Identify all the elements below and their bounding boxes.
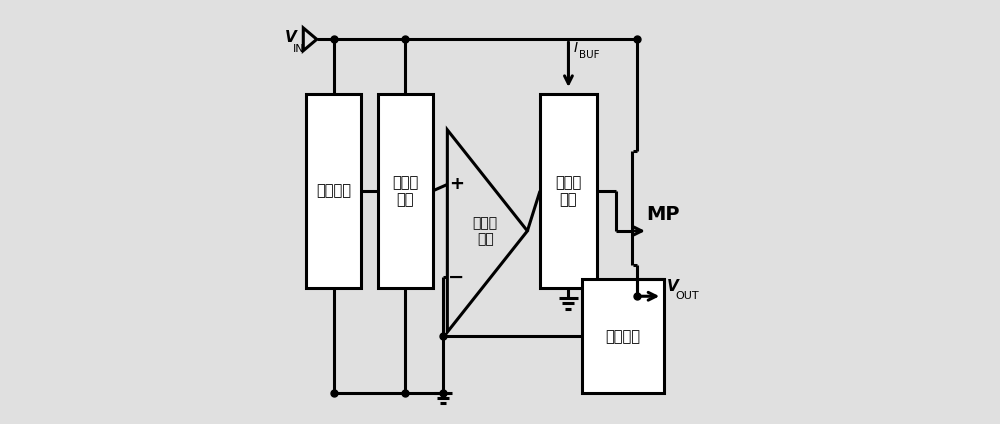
Text: 电压基
准源: 电压基 准源 [392, 175, 418, 207]
Text: 电压缓
冲器: 电压缓 冲器 [555, 175, 582, 207]
Text: OUT: OUT [675, 291, 699, 301]
Text: MP: MP [646, 205, 680, 223]
Text: −: − [448, 268, 465, 287]
Text: 反馈电路: 反馈电路 [606, 329, 641, 344]
Text: BUF: BUF [579, 50, 600, 60]
Bar [306, 94, 361, 288]
Text: IN: IN [293, 44, 304, 53]
Text: V: V [667, 279, 679, 295]
Bar [582, 279, 664, 393]
Bar [540, 94, 597, 288]
Text: I: I [574, 41, 578, 55]
Text: +: + [449, 176, 464, 193]
Text: 误差放
大器: 误差放 大器 [473, 216, 498, 246]
Bar [378, 94, 433, 288]
Text: 启动电路: 启动电路 [316, 184, 351, 198]
Text: V: V [285, 30, 297, 45]
